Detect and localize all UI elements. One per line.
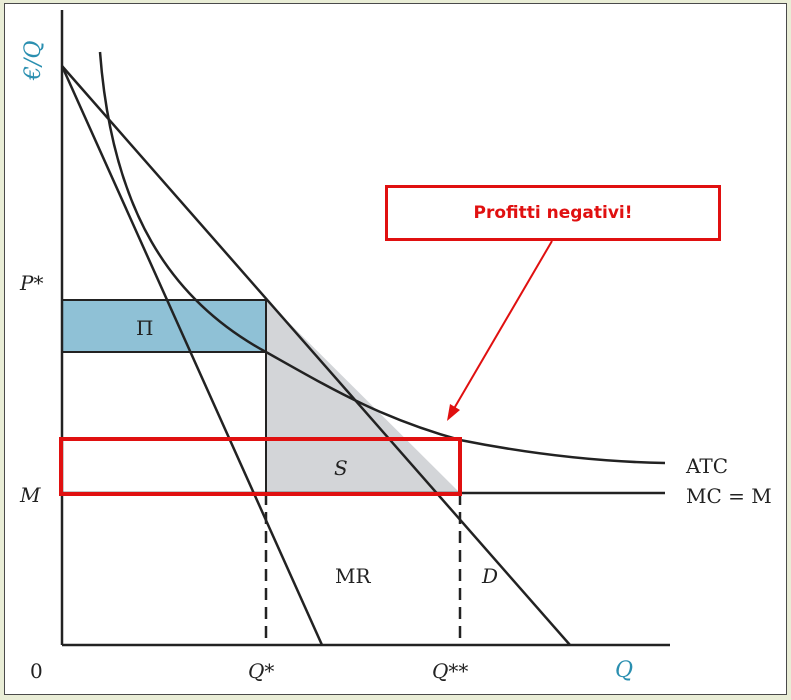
callout-text: Profitti negativi! — [473, 203, 633, 223]
surplus-label: S — [334, 456, 348, 480]
q-star-star-label: Q** — [432, 659, 468, 683]
profit-label: Π — [136, 316, 153, 340]
mr-label: MR — [335, 564, 371, 588]
callout-box: Profitti negativi! — [385, 185, 721, 241]
demand-label: D — [481, 564, 498, 588]
atc-curve — [98, 51, 666, 465]
callout-arrow-head — [447, 404, 460, 421]
mr-curve — [60, 65, 324, 646]
demand-curve — [61, 65, 571, 646]
x-axis-label: Q — [615, 658, 633, 683]
highlight-box — [59, 437, 462, 496]
callout-arrow — [451, 240, 553, 413]
p-star-label: P* — [19, 271, 43, 295]
atc-label: ATC — [685, 454, 728, 478]
mc-level-label: M — [19, 483, 41, 507]
profit-area — [61, 299, 267, 353]
q-star-label: Q* — [248, 659, 274, 683]
origin-label: 0 — [30, 659, 43, 683]
y-axis-label: €/Q — [21, 41, 46, 81]
mc-label: MC = M — [686, 484, 772, 508]
surplus-area — [266, 300, 460, 493]
